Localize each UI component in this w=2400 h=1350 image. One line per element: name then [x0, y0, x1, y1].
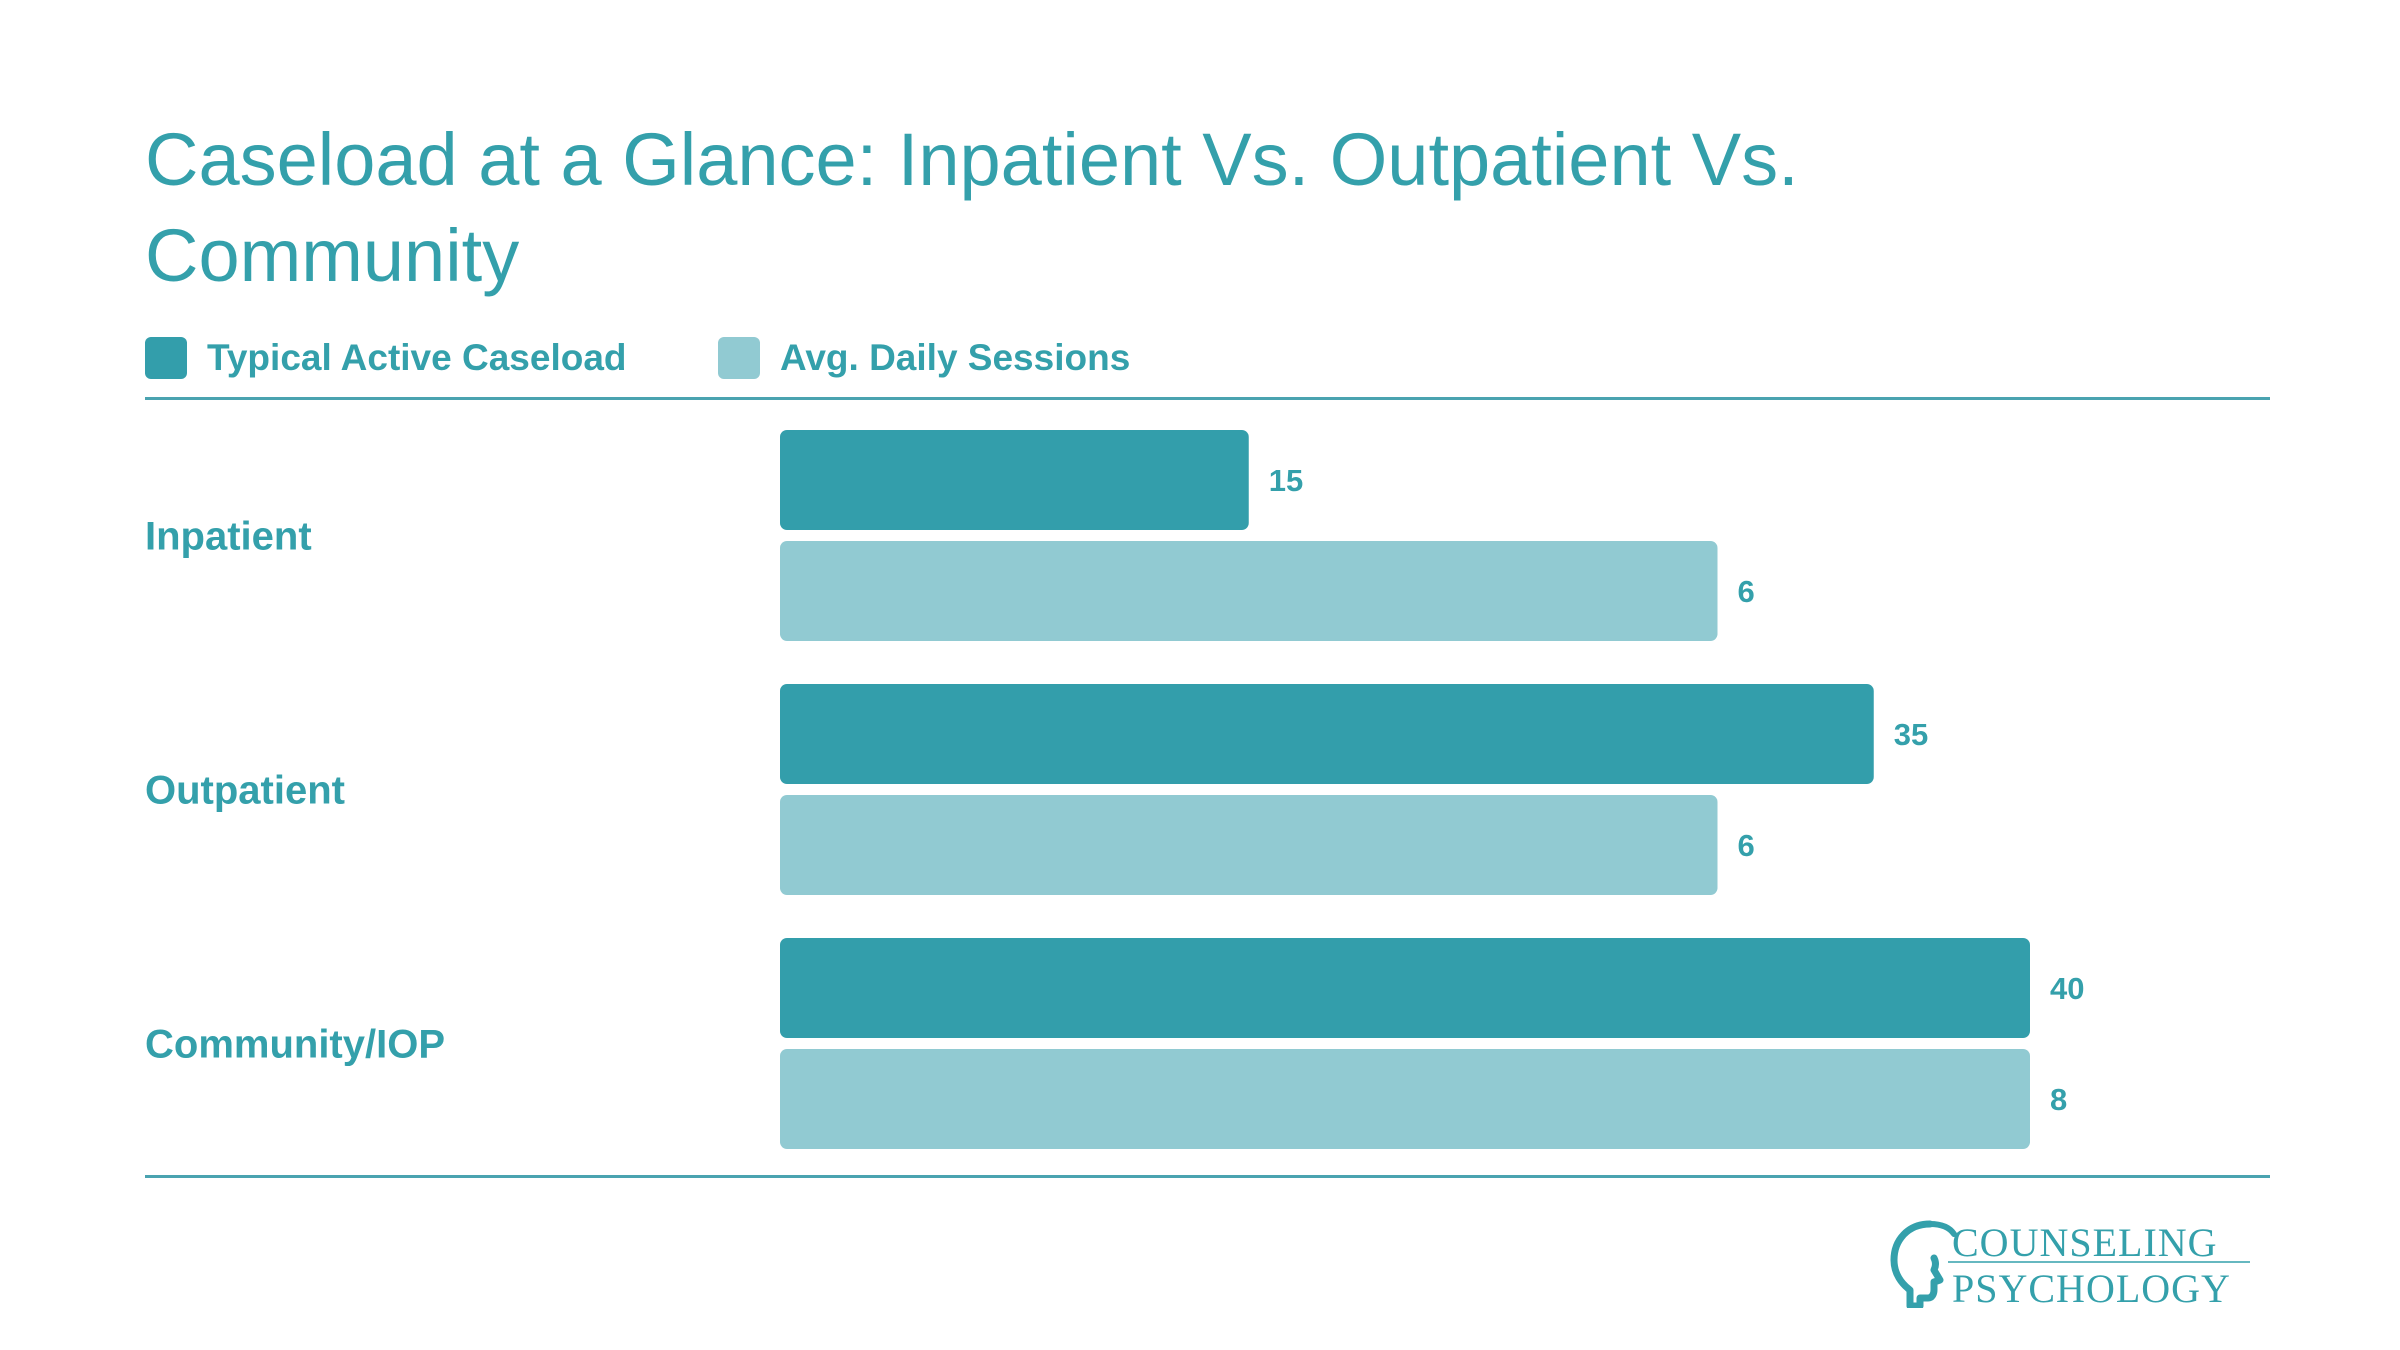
value-label-outpatient-typical-active-caseload: 35: [1894, 717, 1928, 752]
bar-inpatient-typical-active-caseload: [780, 430, 1249, 530]
bottom-divider: [145, 1175, 2270, 1178]
value-label-inpatient-typical-active-caseload: 15: [1269, 463, 1303, 498]
bar-inpatient-avg-daily-sessions: [780, 541, 1718, 641]
legend-label-caseload: Typical Active Caseload: [207, 337, 627, 378]
value-label-community-iop-typical-active-caseload: 40: [2050, 971, 2084, 1006]
value-label-outpatient-avg-daily-sessions: 6: [1738, 828, 1755, 863]
category-label-community-iop: Community/IOP: [145, 1023, 445, 1067]
page-title: Caseload at a Glance: Inpatient Vs. Outp…: [145, 118, 1799, 297]
logo-line-2: PSYCHOLOGY: [1952, 1266, 2231, 1308]
value-label-inpatient-avg-daily-sessions: 6: [1738, 574, 1755, 609]
logo-line-1: COUNSELING: [1952, 1220, 2218, 1265]
bar-outpatient-avg-daily-sessions: [780, 795, 1718, 895]
legend-swatch-sessions: [718, 337, 760, 379]
bar-community-iop-avg-daily-sessions: [780, 1049, 2030, 1149]
legend-item-sessions: Avg. Daily Sessions: [718, 336, 1130, 380]
bar-community-iop-typical-active-caseload: [780, 938, 2030, 1038]
category-label-inpatient: Inpatient: [145, 515, 312, 559]
legend-swatch-caseload: [145, 337, 187, 379]
bar-outpatient-typical-active-caseload: [780, 684, 1874, 784]
category-label-outpatient: Outpatient: [145, 769, 345, 813]
top-divider: [145, 397, 2270, 400]
brand-logo: COUNSELING PSYCHOLOGY: [1890, 1220, 2250, 1308]
legend-item-caseload: Typical Active Caseload: [145, 336, 627, 380]
value-label-community-iop-avg-daily-sessions: 8: [2050, 1082, 2067, 1117]
legend-label-sessions: Avg. Daily Sessions: [780, 337, 1131, 378]
head-profile-icon: [1890, 1220, 1957, 1308]
